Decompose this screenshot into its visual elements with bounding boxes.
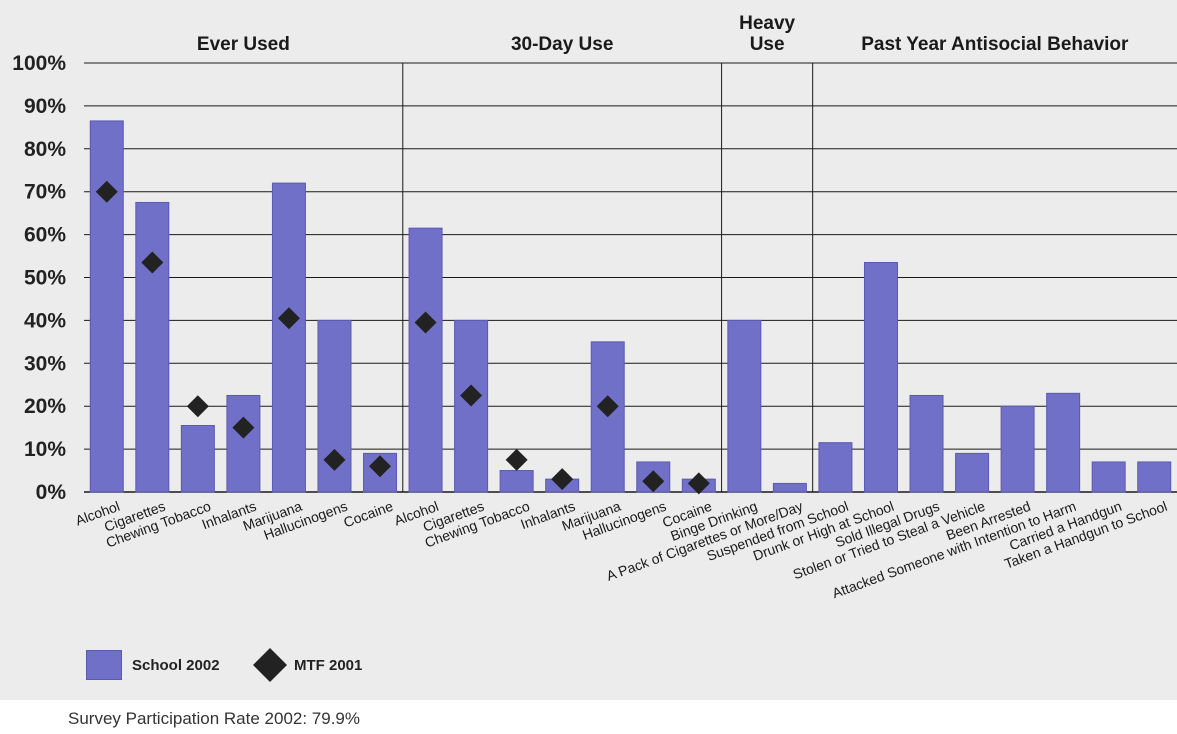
marker-chewing-tobacco [505,448,528,471]
bar-cigarettes [135,201,170,493]
gridlines [84,62,1177,493]
legend-swatch-diamond [253,648,287,682]
marker-inhalants [232,416,255,439]
bar-chewing-tobacco [499,470,534,493]
markers-mtf-2001 [95,180,710,495]
marker-marijuana [596,395,619,418]
group-label-heavy-use: Heavy [739,13,795,34]
bar-attacked-someone-with-intention-to-harm [1046,392,1081,493]
marker-cocaine [369,455,392,478]
group-label-ever-used: Ever Used [197,34,290,55]
bar-marijuana [271,182,306,493]
marker-cigarettes [141,251,164,274]
y-tick-label: 60% [24,224,66,247]
bar-suspended-from-school [818,442,853,493]
bar-chewing-tobacco [180,425,215,493]
group-label-past-year-antisocial-behavior: Past Year Antisocial Behavior [861,34,1129,55]
bar-sold-illegal-drugs [909,394,944,493]
legend-item-mtf-2001: MTF 2001 [252,648,363,682]
bar-taken-a-handgun-to-school [1137,461,1172,493]
chart-area: 0% 10% 20% 30% 40% 50% 60% 70% 80% 90% 100% Ever U… [12,13,1177,601]
marker-hallucinogens [642,470,665,493]
y-tick-label: 0% [36,481,67,504]
chart-panel [0,0,1177,700]
y-tick-label: 80% [24,138,66,161]
bar-stolen-or-tried-to-steal-a-vehicle [955,452,990,493]
marker-cigarettes [460,384,483,407]
group-label-heavy-use: Use [750,34,785,55]
bar-inhalants [226,394,261,493]
marker-cocaine [687,472,710,495]
bars-school-2002 [89,120,1172,493]
bar-binge-drinking [727,319,762,493]
marker-marijuana [277,307,300,330]
bar-been-arrested [1000,405,1035,493]
marker-hallucinogens [323,448,346,471]
bar-alcohol [89,120,124,493]
group-dividers [402,63,814,492]
y-tick-label: 40% [24,309,66,332]
y-tick-label: 100% [12,52,66,75]
legend-swatch-bar [86,650,122,680]
legend-label-school-2002: School 2002 [132,656,220,674]
y-tick-label: 10% [24,438,66,461]
bar-drunk-or-high-at-school [863,261,898,493]
y-axis-labels: 0% 10% 20% 30% 40% 50% 60% 70% 80% 90% 100% [12,52,66,504]
x-tick-label: Cocaine [341,498,395,531]
bar-carried-a-handgun [1091,461,1126,493]
marker-alcohol [95,180,118,203]
group-label-30-day-use: 30-Day Use [511,34,613,55]
footnote: Survey Participation Rate 2002: 79.9% [68,709,361,728]
marker-chewing-tobacco [186,395,209,418]
legend-label-mtf-2001: MTF 2001 [294,656,363,674]
y-tick-label: 70% [24,181,66,204]
y-tick-label: 50% [24,267,66,290]
legend-item-school-2002: School 2002 [86,650,220,680]
bar-alcohol [408,227,443,493]
y-tick-label: 20% [24,395,66,418]
y-tick-label: 90% [24,95,66,118]
marker-inhalants [551,468,574,491]
marker-alcohol [414,311,437,334]
bar-a-pack-of-cigarettes-or-more-day [772,482,807,493]
y-tick-label: 30% [24,352,66,375]
